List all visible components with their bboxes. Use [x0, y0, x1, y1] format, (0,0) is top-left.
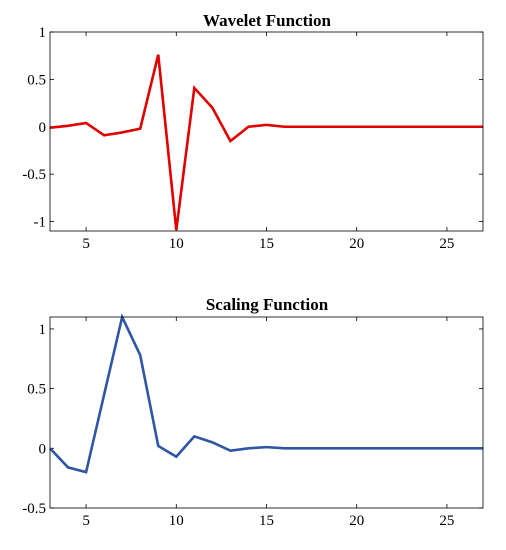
wavelet-plot [49, 54, 483, 231]
scaling-plot [49, 313, 483, 474]
scaling-axes-box [49, 316, 484, 509]
scaling-xtick-label: 25 [439, 513, 454, 529]
wavelet-ytick-label: -1 [34, 215, 47, 231]
scaling-xtick-label: 20 [349, 513, 364, 529]
wavelet-ytick-label: 0.5 [27, 72, 46, 88]
wavelet-xtick-label: 25 [439, 236, 454, 252]
scaling-ytick-label: 0 [39, 441, 47, 457]
scaling-title: Scaling Function [206, 295, 329, 314]
scaling-ytick-label: 1 [39, 322, 47, 338]
scaling-series-line [49, 313, 483, 474]
scaling-xtick-label: 10 [169, 513, 184, 529]
wavelet-xtick-label: 5 [82, 236, 90, 252]
wavelet-ytick-label: -0.5 [22, 167, 46, 183]
wavelet-ytick-label: 0 [39, 120, 47, 136]
wavelet-panel: Wavelet Function 5 10 15 20 25 1 0.5 0 -0.5 -1 [22, 11, 484, 252]
wavelet-axes-box [49, 31, 484, 232]
scaling-xtick-label: 5 [82, 513, 90, 529]
scaling-xtick-label: 15 [259, 513, 274, 529]
wavelet-xtick-label: 20 [349, 236, 364, 252]
scaling-ytick-label: -0.5 [22, 501, 46, 517]
wavelet-title: Wavelet Function [203, 11, 332, 30]
wavelet-series-line [49, 54, 483, 231]
scaling-ytick-label: 0.5 [27, 382, 46, 398]
scaling-panel: Scaling Function 5 10 15 20 25 1 0.5 0 -0.5 [22, 295, 484, 529]
wavelet-ytick-label: 1 [39, 25, 47, 41]
wavelet-xtick-label: 15 [259, 236, 274, 252]
wavelet-xtick-label: 10 [169, 236, 184, 252]
scaling-ticks: 5 10 15 20 25 1 0.5 0 -0.5 [22, 317, 483, 529]
wavelet-ticks: 5 10 15 20 25 1 0.5 0 -0.5 -1 [22, 25, 483, 252]
